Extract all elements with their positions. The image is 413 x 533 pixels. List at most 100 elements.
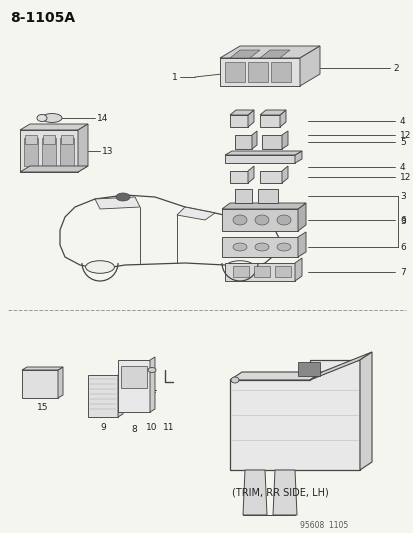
Polygon shape — [95, 197, 140, 209]
Ellipse shape — [225, 261, 254, 273]
Polygon shape — [274, 266, 290, 277]
Ellipse shape — [254, 215, 268, 225]
Polygon shape — [58, 367, 63, 398]
Polygon shape — [224, 62, 244, 82]
Text: 9: 9 — [100, 423, 106, 432]
Polygon shape — [235, 189, 252, 203]
Polygon shape — [242, 470, 266, 515]
Text: 4: 4 — [399, 163, 405, 172]
Ellipse shape — [85, 261, 114, 273]
Text: 5: 5 — [399, 138, 405, 147]
Ellipse shape — [37, 115, 47, 122]
Polygon shape — [224, 151, 301, 155]
Ellipse shape — [233, 243, 247, 251]
Text: (TRIM, RR SIDE, LH): (TRIM, RR SIDE, LH) — [231, 488, 328, 498]
Polygon shape — [230, 171, 247, 183]
Text: 3: 3 — [399, 216, 405, 225]
Ellipse shape — [276, 215, 290, 225]
Text: 2: 2 — [392, 63, 398, 72]
Polygon shape — [20, 130, 78, 172]
Polygon shape — [257, 189, 277, 203]
Polygon shape — [221, 203, 305, 209]
Polygon shape — [150, 357, 154, 412]
Polygon shape — [271, 62, 290, 82]
Text: 6: 6 — [399, 215, 405, 224]
Text: 8-1105A: 8-1105A — [10, 11, 75, 25]
Polygon shape — [60, 195, 279, 269]
Polygon shape — [297, 232, 305, 257]
Polygon shape — [252, 131, 256, 149]
Ellipse shape — [42, 114, 62, 123]
Text: 6: 6 — [399, 243, 405, 252]
Text: 3: 3 — [399, 191, 405, 200]
Polygon shape — [259, 171, 281, 183]
Text: 11: 11 — [163, 423, 174, 432]
Polygon shape — [224, 155, 294, 163]
Polygon shape — [22, 367, 63, 370]
Ellipse shape — [116, 193, 130, 201]
Polygon shape — [259, 115, 279, 127]
Polygon shape — [22, 370, 58, 398]
Polygon shape — [259, 50, 289, 58]
Text: 12: 12 — [399, 131, 411, 140]
Polygon shape — [230, 115, 247, 127]
Polygon shape — [230, 50, 259, 58]
Polygon shape — [88, 375, 118, 417]
Text: 12: 12 — [399, 173, 411, 182]
Polygon shape — [235, 135, 252, 149]
Polygon shape — [25, 135, 37, 144]
Text: 13: 13 — [102, 147, 113, 156]
Polygon shape — [309, 352, 371, 380]
Text: 4: 4 — [399, 117, 405, 125]
Polygon shape — [20, 166, 88, 172]
Polygon shape — [230, 110, 254, 115]
Polygon shape — [254, 266, 269, 277]
Polygon shape — [299, 46, 319, 86]
Ellipse shape — [233, 215, 247, 225]
Polygon shape — [279, 110, 285, 127]
Polygon shape — [43, 135, 55, 144]
Polygon shape — [221, 209, 297, 231]
Polygon shape — [24, 138, 38, 166]
Polygon shape — [118, 360, 150, 412]
Polygon shape — [297, 203, 305, 231]
Text: 8: 8 — [131, 425, 137, 434]
Text: 1: 1 — [172, 72, 178, 82]
Text: 7: 7 — [399, 268, 405, 277]
Polygon shape — [219, 58, 299, 86]
Polygon shape — [20, 124, 88, 130]
Ellipse shape — [230, 377, 238, 383]
Polygon shape — [219, 46, 319, 58]
Polygon shape — [177, 207, 214, 220]
Polygon shape — [60, 138, 74, 166]
Polygon shape — [297, 362, 319, 376]
Text: 14: 14 — [97, 114, 108, 123]
Polygon shape — [359, 352, 371, 470]
Ellipse shape — [254, 243, 268, 251]
Polygon shape — [118, 372, 123, 417]
Polygon shape — [272, 470, 296, 515]
Text: 10: 10 — [146, 423, 157, 432]
Polygon shape — [230, 360, 359, 470]
Text: 15: 15 — [37, 403, 49, 413]
Text: 95608  1105: 95608 1105 — [299, 521, 347, 530]
Polygon shape — [121, 366, 147, 388]
Polygon shape — [230, 372, 321, 380]
Ellipse shape — [276, 243, 290, 251]
Polygon shape — [42, 138, 56, 166]
Polygon shape — [294, 258, 301, 281]
Polygon shape — [261, 135, 281, 149]
Polygon shape — [247, 110, 254, 127]
Polygon shape — [233, 266, 248, 277]
Polygon shape — [259, 110, 285, 115]
Polygon shape — [61, 135, 73, 144]
Polygon shape — [224, 263, 294, 281]
Ellipse shape — [147, 367, 156, 373]
Polygon shape — [247, 166, 254, 183]
Polygon shape — [247, 62, 267, 82]
Polygon shape — [281, 166, 287, 183]
Polygon shape — [78, 124, 88, 172]
Polygon shape — [221, 237, 297, 257]
Polygon shape — [281, 131, 287, 149]
Polygon shape — [294, 151, 301, 163]
